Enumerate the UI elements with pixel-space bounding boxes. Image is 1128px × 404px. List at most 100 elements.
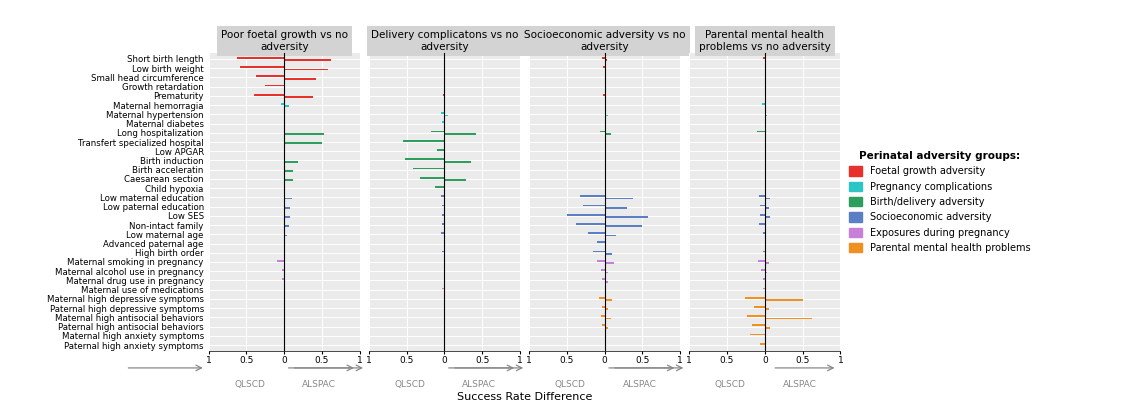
Text: QLSCD: QLSCD	[555, 380, 585, 389]
Bar	[442, 214, 444, 215]
Bar	[763, 250, 765, 252]
Title: Socioeconomic adversity vs no
adversity: Socioeconomic adversity vs no adversity	[523, 30, 686, 52]
Bar	[605, 299, 613, 301]
Bar	[441, 112, 444, 114]
Bar	[601, 269, 605, 271]
Bar	[444, 161, 470, 162]
Bar	[442, 288, 444, 289]
Bar	[442, 204, 444, 206]
Bar	[444, 179, 466, 181]
Bar	[605, 318, 610, 320]
Bar	[605, 262, 614, 264]
Bar	[763, 57, 765, 59]
Bar	[602, 57, 605, 59]
Bar	[759, 223, 765, 225]
Bar	[442, 223, 444, 225]
Text: ALSPAC: ALSPAC	[783, 380, 817, 389]
Bar	[765, 262, 768, 264]
Bar	[765, 115, 767, 116]
Bar	[603, 66, 605, 68]
Bar	[403, 140, 444, 142]
Bar	[747, 315, 765, 317]
Title: Poor foetal growth vs no
adversity: Poor foetal growth vs no adversity	[221, 30, 347, 52]
Bar	[752, 324, 765, 326]
Title: Parental mental health
problems vs no adversity: Parental mental health problems vs no ad…	[699, 30, 830, 52]
Bar	[605, 133, 610, 135]
Bar	[282, 269, 284, 271]
Bar	[276, 260, 284, 262]
Bar	[284, 170, 293, 172]
Bar	[602, 306, 605, 308]
Bar	[597, 242, 605, 243]
Bar	[284, 207, 290, 209]
Bar	[567, 214, 605, 215]
Bar	[601, 278, 605, 280]
Bar	[764, 288, 765, 289]
Bar	[605, 253, 613, 255]
Bar	[765, 281, 766, 282]
Bar	[284, 78, 316, 80]
Text: ALSPAC: ALSPAC	[623, 380, 656, 389]
Bar	[284, 105, 289, 107]
Bar	[254, 94, 284, 96]
Bar	[765, 271, 767, 273]
Bar	[759, 343, 765, 345]
Text: Success Rate Difference: Success Rate Difference	[457, 392, 592, 402]
Bar	[603, 94, 605, 96]
Bar	[444, 133, 476, 135]
Bar	[435, 186, 444, 188]
Bar	[256, 76, 284, 77]
Bar	[761, 103, 765, 105]
Bar	[763, 232, 765, 234]
Bar	[442, 122, 444, 123]
Bar	[601, 315, 605, 317]
Bar	[284, 161, 298, 162]
Bar	[760, 204, 765, 206]
Bar	[758, 260, 765, 262]
Bar	[284, 225, 289, 227]
Bar	[284, 142, 321, 144]
Bar	[443, 94, 444, 96]
Bar	[284, 59, 332, 61]
Bar	[761, 269, 765, 271]
Bar	[281, 103, 284, 105]
Bar	[284, 69, 328, 70]
Text: QLSCD: QLSCD	[233, 380, 265, 389]
Bar	[421, 177, 444, 179]
Bar	[284, 133, 324, 135]
Bar	[441, 195, 444, 197]
Bar	[284, 216, 290, 218]
Bar	[265, 84, 284, 86]
Bar	[405, 158, 444, 160]
Bar	[282, 278, 284, 280]
Bar	[765, 327, 770, 328]
Bar	[765, 318, 812, 320]
Bar	[240, 66, 284, 68]
Bar	[284, 96, 312, 98]
Bar	[431, 131, 444, 133]
Bar	[765, 308, 768, 310]
Bar	[763, 278, 765, 280]
Bar	[599, 297, 605, 299]
Bar	[437, 149, 444, 151]
Bar	[759, 195, 765, 197]
Bar	[284, 179, 293, 181]
Bar	[284, 198, 292, 200]
Bar	[442, 250, 444, 252]
Bar	[755, 306, 765, 308]
Bar	[583, 204, 605, 206]
Bar	[746, 297, 765, 299]
Bar	[605, 327, 608, 328]
Bar	[765, 207, 768, 209]
Bar	[413, 168, 444, 169]
Bar	[576, 223, 605, 225]
Bar	[605, 216, 649, 218]
Bar	[765, 216, 770, 218]
Bar	[588, 232, 605, 234]
Text: ALSPAC: ALSPAC	[302, 380, 336, 389]
Bar	[759, 214, 765, 215]
Bar	[605, 225, 642, 227]
Bar	[605, 207, 627, 209]
Bar	[605, 115, 608, 116]
Bar	[605, 59, 607, 61]
